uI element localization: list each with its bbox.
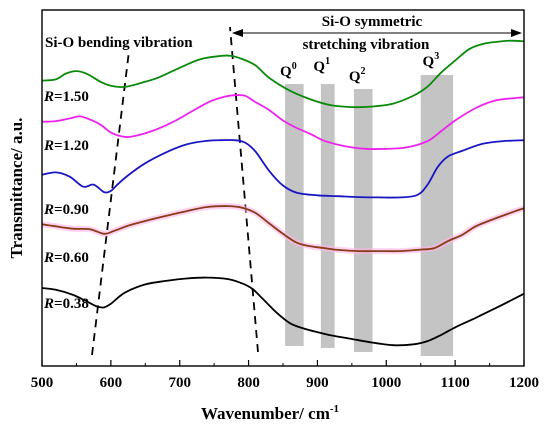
series-line bbox=[41, 94, 525, 150]
stretching-range-arrow bbox=[232, 29, 522, 37]
y-axis-title: Transmittance/ a.u. bbox=[7, 118, 26, 259]
q-band bbox=[420, 75, 454, 356]
x-tick-label: 900 bbox=[306, 375, 329, 391]
stretching-label-line1: Si-O symmetric bbox=[322, 14, 423, 30]
x-tick-label: 500 bbox=[31, 375, 54, 391]
series-labels: R=0.38 R=0.60 R=0.90 R=1.20 R=1.50 bbox=[43, 89, 89, 312]
x-axis-ticks: 500 600 700 800 900 1000 1100 1200 bbox=[31, 360, 539, 391]
q-band bbox=[353, 89, 373, 352]
bending-boundary-left bbox=[91, 50, 130, 356]
series-line bbox=[41, 39, 525, 109]
bending-boundary-right bbox=[229, 26, 259, 353]
stretching-arrow-head-left bbox=[232, 29, 243, 37]
stretching-arrow-head-right bbox=[511, 29, 522, 37]
q-band-layer bbox=[285, 75, 454, 356]
series-label: R=0.38 bbox=[43, 296, 89, 312]
q-band-label: Q0 bbox=[280, 61, 297, 80]
series-label: R=0.60 bbox=[43, 250, 89, 266]
series-label: R=1.20 bbox=[43, 138, 89, 154]
series-line bbox=[41, 139, 525, 199]
series-label: R=1.50 bbox=[43, 89, 89, 105]
q-band bbox=[285, 84, 304, 346]
stretching-label-line2: stretching vibration bbox=[303, 37, 430, 53]
q-band-labels: Q0 Q1 Q2 Q3 bbox=[280, 51, 439, 85]
q-band-label: Q1 bbox=[313, 56, 330, 75]
x-tick-label: 1000 bbox=[371, 375, 401, 391]
x-tick-label: 1100 bbox=[441, 375, 470, 391]
x-tick-label: 700 bbox=[168, 375, 191, 391]
boundary-lines bbox=[91, 26, 259, 356]
q-band-label: Q2 bbox=[349, 66, 366, 85]
x-tick-label: 800 bbox=[237, 375, 260, 391]
x-tick-label: 600 bbox=[100, 375, 123, 391]
x-axis-title: Wavenumber/ cm-1 bbox=[201, 403, 339, 423]
annotations: Si-O bending vibration Si-O symmetric st… bbox=[7, 14, 430, 423]
series-line bbox=[41, 276, 525, 347]
series-layer bbox=[41, 39, 525, 347]
bending-vibration-label: Si-O bending vibration bbox=[45, 35, 193, 51]
q-band-label: Q3 bbox=[423, 51, 440, 70]
series-label: R=0.90 bbox=[43, 202, 89, 218]
series-line bbox=[41, 205, 525, 253]
x-tick-label: 1200 bbox=[509, 375, 539, 391]
q-band bbox=[320, 84, 335, 348]
